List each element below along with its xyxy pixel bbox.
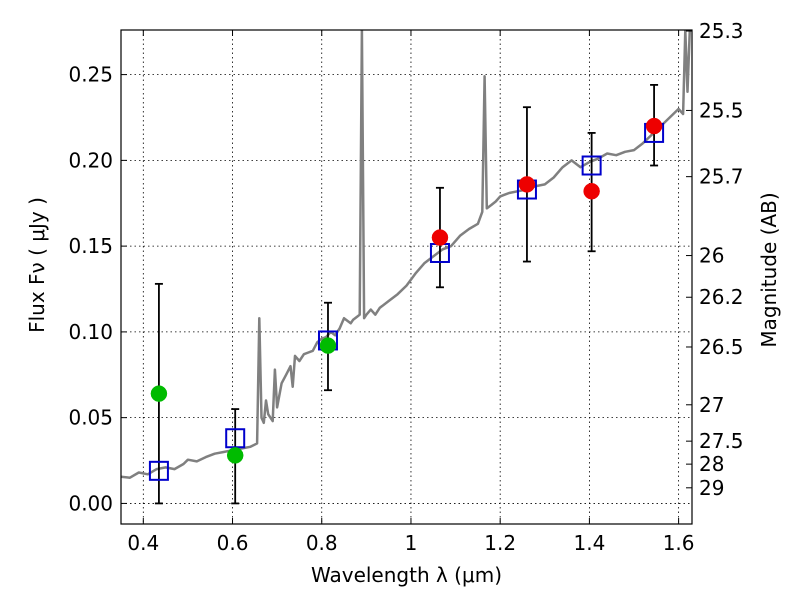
y-tick-label: 0.15 (68, 234, 113, 258)
right-tick-label: 25.7 (699, 165, 744, 189)
observed-optical-point (319, 337, 337, 354)
right-tick-label: 26.2 (699, 285, 744, 309)
x-tick-label: 1.2 (484, 531, 516, 555)
x-tick-label: 0.4 (127, 531, 159, 555)
x-tick-label: 1 (405, 531, 418, 555)
observed-nir-point (518, 176, 536, 193)
right-tick-label: 28 (699, 452, 724, 476)
x-axis-title: Wavelength λ (μm) (311, 563, 502, 587)
model-spectrum (121, 30, 692, 479)
model-photometry-square (581, 155, 602, 176)
right-tick-label: 27 (699, 393, 724, 417)
observed-nir-point (583, 182, 600, 200)
grid-lines (121, 30, 692, 524)
tick-marks (121, 30, 692, 524)
right-tick-label: 26 (699, 244, 724, 268)
plot-frame (120, 29, 693, 525)
right-tick-label: 29 (699, 476, 724, 500)
y-tick-label: 0.25 (68, 63, 113, 87)
model-spectrum-line (121, 30, 692, 479)
x-tick-label: 1.4 (573, 531, 605, 555)
y-tick-label: 0.05 (68, 406, 113, 430)
right-tick-label: 25.5 (699, 98, 744, 122)
x-tick-label: 1.6 (663, 531, 695, 555)
right-tick-label: 26.5 (699, 335, 744, 359)
y-tick-label: 0.10 (68, 320, 113, 344)
observed-nir-point (431, 229, 449, 246)
data-markers (148, 117, 665, 481)
right-tick-label: 25.3 (699, 19, 744, 43)
right-tick-label: 27.5 (699, 429, 744, 453)
x-tick-label: 0.8 (306, 531, 338, 555)
x-tick-label: 0.6 (217, 531, 249, 555)
y-axis-title: Flux Fν ( μJy ) (25, 197, 49, 333)
observed-optical-point (226, 447, 244, 464)
y-tick-label: 0.20 (68, 148, 113, 172)
model-photometry-square (148, 460, 169, 481)
error-bars (154, 83, 659, 505)
observed-optical-point (150, 385, 168, 402)
y-tick-label: 0.00 (68, 491, 113, 515)
observed-nir-point (645, 117, 663, 135)
right-axis-title: Magnitude (AB) (757, 192, 781, 347)
tick-labels: 0.4 0.6 0.8 1 1.2 1.4 1.6 0.00 0.05 0.10 0.15 0.20 0… (68, 19, 743, 555)
